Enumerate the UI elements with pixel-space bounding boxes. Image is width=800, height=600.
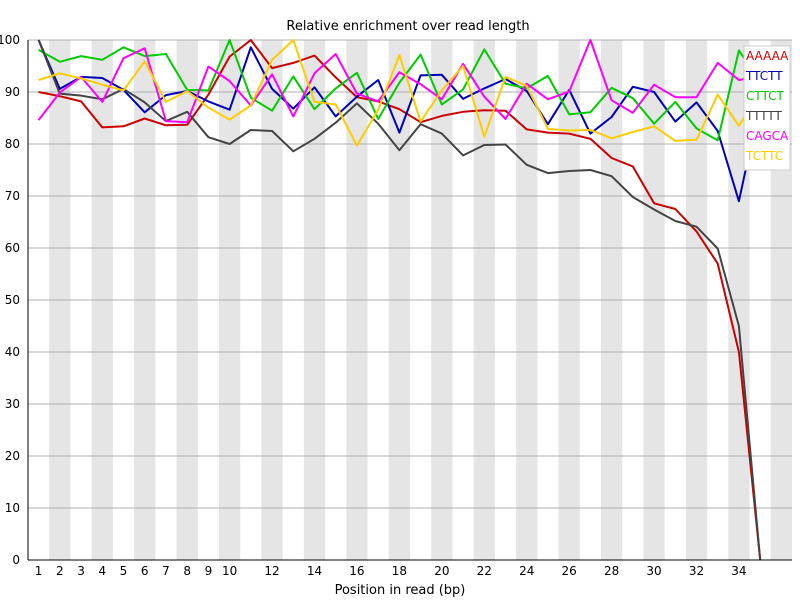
y-tick-label: 20 (5, 449, 20, 463)
legend-box (743, 45, 791, 171)
x-tick-label: 30 (646, 564, 661, 578)
series-line-ttctt (37, 39, 762, 203)
series-line-aaaaa (38, 39, 762, 561)
series-line-cagca (37, 39, 761, 124)
y-tick-label: 100 (0, 33, 20, 47)
x-tick-label: 1 (35, 564, 43, 578)
x-tick-label: 24 (519, 564, 534, 578)
x-tick-label: 16 (349, 564, 364, 578)
x-tick-label: 20 (434, 564, 449, 578)
legend-entry: AAAAA (746, 49, 789, 63)
legend: AAAAA TTCTT CTTCT TTTTT CAGCA TCTTC (743, 45, 791, 171)
series-line-cttct (38, 39, 762, 142)
y-tick-label: 60 (5, 241, 20, 255)
y-tick-label: 10 (5, 501, 20, 515)
x-tick-label: 26 (562, 564, 577, 578)
x-axis-ticks: 1 2 3 4 5 6 7 8 9 10 12 14 16 18 20 22 24 26 28 30 32 34 (35, 564, 747, 578)
x-tick-label: 3 (77, 564, 85, 578)
y-tick-label: 70 (5, 189, 20, 203)
series-lines (37, 39, 762, 561)
legend-entry: CAGCA (746, 129, 789, 143)
x-tick-label: 14 (307, 564, 322, 578)
x-tick-label: 22 (477, 564, 492, 578)
x-tick-label: 34 (731, 564, 746, 578)
x-tick-label: 6 (141, 564, 149, 578)
y-tick-label: 30 (5, 397, 20, 411)
y-tick-label: 0 (12, 553, 20, 567)
x-tick-label: 18 (392, 564, 407, 578)
x-tick-label: 32 (689, 564, 704, 578)
x-tick-label: 10 (222, 564, 237, 578)
y-tick-label: 90 (5, 85, 20, 99)
x-tick-label: 12 (264, 564, 279, 578)
y-tick-label: 80 (5, 137, 20, 151)
series-line-tcttc (38, 39, 762, 147)
x-tick-label: 4 (98, 564, 106, 578)
series-line-ttttt (37, 39, 762, 561)
legend-entry: TTCTT (745, 69, 783, 83)
x-tick-label: 7 (162, 564, 170, 578)
legend-entry: TCTTC (745, 149, 783, 163)
x-tick-label: 8 (183, 564, 191, 578)
legend-entry: TTTTT (745, 109, 782, 123)
x-tick-label: 2 (56, 564, 64, 578)
x-axis-label: Position in read (bp) (335, 583, 466, 598)
chart-title: Relative enrichment over read length (286, 19, 529, 34)
x-tick-label: 9 (205, 564, 213, 578)
x-tick-label: 28 (604, 564, 619, 578)
y-tick-label: 50 (5, 293, 20, 307)
y-tick-label: 40 (5, 345, 20, 359)
x-tick-label: 5 (120, 564, 128, 578)
legend-entry: CTTCT (746, 89, 785, 103)
axes (27, 40, 792, 561)
y-axis-ticks: 0 10 20 30 40 50 60 70 80 90 100 (0, 33, 20, 567)
